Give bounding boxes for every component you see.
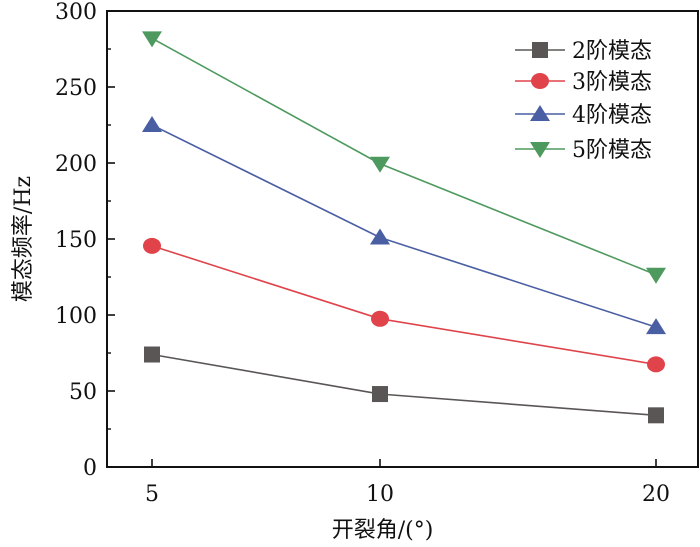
- legend-item: 4阶模态: [515, 103, 652, 128]
- x-tick-label: 20: [642, 482, 670, 507]
- series-5-mode: [142, 31, 666, 284]
- data-point-triangle-down: [646, 267, 666, 284]
- legend-marker-circle: [531, 73, 549, 89]
- data-point-triangle-up: [370, 228, 390, 245]
- series-line: [151, 353, 657, 417]
- data-point-triangle-down: [370, 156, 390, 173]
- y-tick-label: 100: [55, 304, 97, 329]
- y-tick-label: 0: [83, 456, 97, 481]
- legend-label: 3阶模态: [572, 70, 652, 95]
- legend-marker-triangle-down: [530, 142, 550, 158]
- data-point-circle: [371, 310, 389, 327]
- y-tick-label: 250: [55, 76, 97, 101]
- x-axis-title: 开裂角/(°): [332, 518, 434, 543]
- legend-item: 3阶模态: [515, 70, 652, 95]
- series-2-mode: [144, 346, 664, 424]
- y-axis-title: 模态频率/Hz: [11, 176, 36, 302]
- series-line: [151, 245, 657, 366]
- x-axis-ticks: 5 10 20: [145, 459, 670, 507]
- series-3-mode: [143, 237, 665, 373]
- data-point-circle: [143, 237, 161, 254]
- data-point-circle: [647, 356, 665, 373]
- y-tick-label: 150: [55, 228, 97, 253]
- data-point-square: [372, 386, 388, 403]
- x-tick-label: 10: [366, 482, 394, 507]
- series-layer: [142, 31, 666, 424]
- data-point-triangle-up: [142, 116, 162, 132]
- data-point-square: [648, 407, 664, 424]
- plot-frame: [106, 10, 699, 468]
- y-tick-label: 200: [55, 152, 97, 177]
- data-point-triangle-up: [646, 318, 666, 335]
- legend: 2阶模态 3阶模态 4阶模态 5阶模态: [515, 39, 652, 163]
- series-4-mode: [142, 116, 666, 335]
- legend-item: 5阶模态: [515, 138, 652, 163]
- data-point-square: [144, 346, 160, 363]
- legend-label: 2阶模态: [572, 39, 652, 64]
- legend-marker-square: [532, 42, 548, 58]
- y-tick-label: 300: [55, 0, 97, 25]
- legend-item: 2阶模态: [515, 39, 652, 64]
- legend-label: 5阶模态: [572, 138, 652, 163]
- legend-label: 4阶模态: [572, 103, 652, 128]
- data-point-triangle-down: [142, 31, 162, 48]
- y-tick-label: 50: [69, 380, 97, 405]
- x-tick-label: 5: [145, 482, 159, 507]
- legend-marker-triangle-up: [530, 105, 550, 121]
